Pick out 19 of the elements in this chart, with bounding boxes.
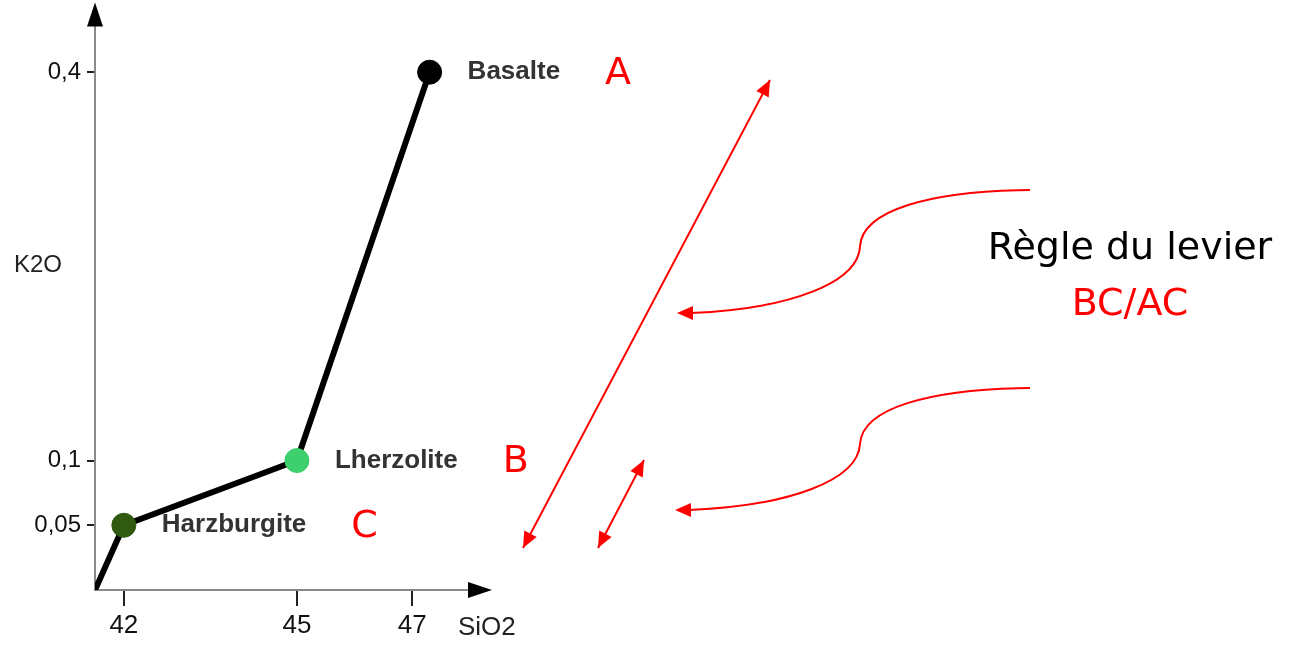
y-tick-label: 0,05 — [34, 509, 81, 537]
y-tick-label: 0,4 — [47, 56, 81, 84]
point — [111, 512, 137, 538]
series-label: Harzburgite — [161, 508, 307, 539]
x-tick-label: 42 — [109, 608, 139, 639]
y-tick-label: 0,1 — [47, 445, 81, 473]
annotation: C — [351, 502, 378, 547]
text: A — [605, 49, 632, 94]
series-label: Lherzolite — [334, 443, 458, 474]
x-axis-title: SiO2 — [458, 611, 516, 642]
text: B — [502, 437, 529, 482]
text: Règle du levier — [986, 223, 1274, 270]
point — [284, 448, 310, 474]
text: BC/AC — [1070, 279, 1190, 326]
x-tick-label: 45 — [282, 608, 312, 639]
x-tick-label: 47 — [397, 608, 427, 639]
y-axis-title: K2O — [14, 249, 63, 277]
series-label: Basalte — [467, 55, 561, 86]
point — [417, 59, 443, 85]
